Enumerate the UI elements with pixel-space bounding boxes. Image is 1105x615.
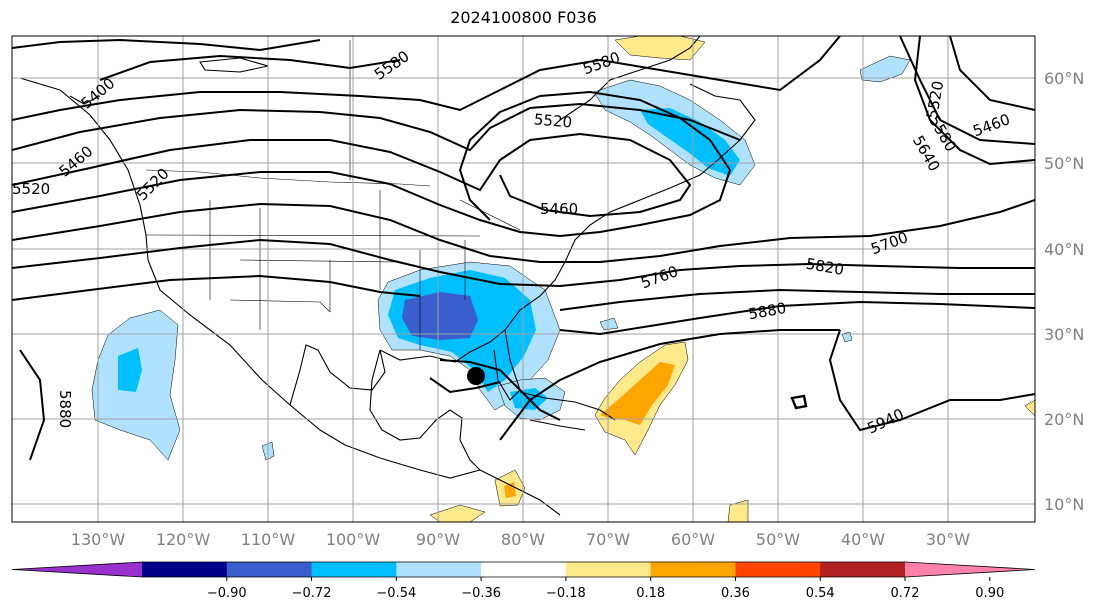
lat-label: 60°N (1044, 69, 1084, 88)
colorbar-tick-label: −0.72 (292, 586, 332, 601)
lon-label: 90°W (416, 530, 460, 549)
lon-label: 120°W (156, 530, 211, 549)
contour-label: 5520 (12, 180, 50, 198)
colorbar-tick-label: 0.36 (721, 586, 750, 601)
colorbar-segment (481, 562, 567, 577)
contour-label: 5520 (533, 110, 573, 131)
lat-label: 50°N (1044, 154, 1084, 173)
colorbar-segment (142, 562, 228, 577)
colorbar-max-arrow (905, 562, 1035, 577)
lat-label: 10°N (1044, 495, 1084, 514)
lon-label: 40°W (841, 530, 885, 549)
lon-label: 130°W (71, 530, 126, 549)
colorbar-segment (226, 562, 313, 577)
colorbar-tick-label: 0.90 (975, 586, 1004, 601)
map-title: 2024100800 F036 (450, 8, 597, 27)
colorbar-tick-label: −0.54 (376, 586, 416, 601)
lon-label: 100°W (326, 530, 381, 549)
contour-label: 5460 (540, 200, 578, 218)
lon-label: 70°W (586, 530, 630, 549)
lon-label: 30°W (926, 530, 970, 549)
colorbar-segment (735, 562, 821, 577)
lon-label: 110°W (241, 530, 296, 549)
longitude-labels: 130°W 120°W 110°W 100°W 90°W 80°W 70°W 6… (71, 530, 970, 549)
height-contours (12, 36, 1035, 461)
colorbar-tick-label: 0.54 (806, 586, 835, 601)
colorbar-segment (820, 562, 906, 577)
colorbar-tick-label: −0.36 (461, 586, 501, 601)
colorbar-segment (565, 562, 652, 577)
lat-label: 40°N (1044, 240, 1084, 259)
colorbar-tick-label: 0.18 (636, 586, 665, 601)
lat-label: 20°N (1044, 410, 1084, 429)
lon-label: 50°W (756, 530, 800, 549)
political-borders (145, 40, 521, 350)
lon-label: 80°W (501, 530, 545, 549)
map-frame (11, 35, 1036, 523)
colorbar: −0.90 −0.72 −0.54 −0.36 −0.18 0.18 0.36 0.54 0.7… (11, 561, 1036, 601)
colorbar-tick-label: −0.90 (207, 586, 247, 601)
colorbar-tick-label: −0.18 (546, 586, 586, 601)
colorbar-segment (650, 562, 736, 577)
lon-label: 60°W (671, 530, 715, 549)
contour-label: 5880 (56, 390, 74, 428)
hurricane-position-marker (467, 367, 485, 385)
colorbar-tick-label: 0.72 (891, 586, 920, 601)
colorbar-min-arrow (12, 562, 142, 577)
anomaly-shading (91, 36, 1035, 522)
colorbar-outline (11, 561, 1036, 578)
colorbar-segment (396, 562, 482, 577)
latitude-labels: 60°N 50°N 40°N 30°N 20°N 10°N (1044, 69, 1084, 514)
colorbar-segment (311, 562, 397, 577)
lat-label: 30°N (1044, 325, 1084, 344)
